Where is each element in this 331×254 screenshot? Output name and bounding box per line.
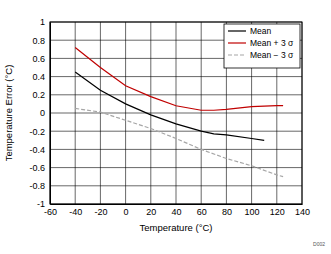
legend: Mean Mean + 3 σ Mean − 3 σ [224, 24, 300, 68]
y-tick: 0.4 [32, 72, 50, 82]
y-tick: 0.6 [32, 54, 50, 64]
y-grid-line [50, 131, 302, 132]
y-grid-line [50, 185, 302, 186]
y-grid-line [50, 94, 302, 95]
y-tick: -0.8 [29, 181, 50, 191]
plot-area [50, 22, 302, 204]
x-tick: 140 [295, 204, 310, 217]
x-axis-title: Temperature (°C) [140, 222, 213, 233]
y-tick-label: 0.2 [32, 90, 45, 100]
x-tick: 20 [146, 204, 156, 217]
x-tick: 0 [124, 204, 129, 217]
y-grid-line [50, 76, 302, 77]
y-tick: -0.2 [29, 127, 50, 137]
y-tick-label: 0.8 [32, 36, 45, 46]
x-tick: 120 [270, 204, 285, 217]
x-tick-label: 20 [146, 207, 156, 217]
y-tick: 1 [40, 17, 50, 27]
series-line [75, 108, 283, 176]
y-grid-line [50, 113, 302, 114]
y-tick-label: -0.2 [29, 127, 45, 137]
y-tick: 0.2 [32, 90, 50, 100]
y-tick-label: -1 [37, 199, 45, 209]
x-tick: 100 [245, 204, 260, 217]
x-tick-label: 140 [295, 207, 310, 217]
y-tick: -0.4 [29, 145, 50, 155]
y-tick: -1 [37, 199, 50, 209]
legend-swatch [228, 30, 246, 31]
x-tick-label: -60 [44, 207, 57, 217]
y-tick: -0.6 [29, 163, 50, 173]
x-tick: 80 [222, 204, 232, 217]
y-grid-line [50, 167, 302, 168]
series-line [75, 72, 264, 140]
x-tick: -40 [69, 204, 82, 217]
legend-swatch [228, 54, 246, 55]
x-tick: 60 [197, 204, 207, 217]
legend-swatch [228, 42, 246, 43]
x-tick-label: 100 [245, 207, 260, 217]
x-tick: -20 [94, 204, 107, 217]
annotation: D002 [313, 241, 325, 247]
y-tick: 0 [40, 108, 50, 118]
y-axis-title: Temperature Error (°C) [3, 65, 14, 162]
x-tick-label: -20 [94, 207, 107, 217]
legend-label: Mean + 3 σ [250, 38, 294, 48]
x-tick-label: 40 [171, 207, 181, 217]
y-tick-label: 0.4 [32, 72, 45, 82]
y-tick-label: -0.8 [29, 181, 45, 191]
y-tick-label: 1 [40, 17, 45, 27]
plot-frame [50, 22, 302, 204]
legend-box [224, 24, 300, 68]
y-tick: 0.8 [32, 36, 50, 46]
y-tick-label: -0.4 [29, 145, 45, 155]
legend-label: Mean − 3 σ [250, 50, 294, 60]
x-tick-label: 0 [124, 207, 129, 217]
x-tick-label: 120 [270, 207, 285, 217]
legend-label: Mean [250, 26, 272, 36]
x-axis: -60 -40 -20 0 20 40 60 80 100 120 140 [44, 204, 310, 217]
y-tick-label: 0.6 [32, 54, 45, 64]
x-tick: 40 [171, 204, 181, 217]
chart: -60 -40 -20 0 20 40 60 80 100 120 140 -1 -0.8 -0.6 -0.… [0, 0, 331, 254]
x-tick-label: -40 [69, 207, 82, 217]
x-tick: -60 [44, 204, 57, 217]
y-tick-label: 0 [40, 108, 45, 118]
grid [50, 22, 302, 204]
x-tick-label: 60 [197, 207, 207, 217]
y-grid-line [50, 149, 302, 150]
x-tick-label: 80 [222, 207, 232, 217]
y-axis: -1 -0.8 -0.6 -0.4 -0.2 0 0.2 0.4 0.6 0.8 1 [29, 17, 50, 209]
y-tick-label: -0.6 [29, 163, 45, 173]
